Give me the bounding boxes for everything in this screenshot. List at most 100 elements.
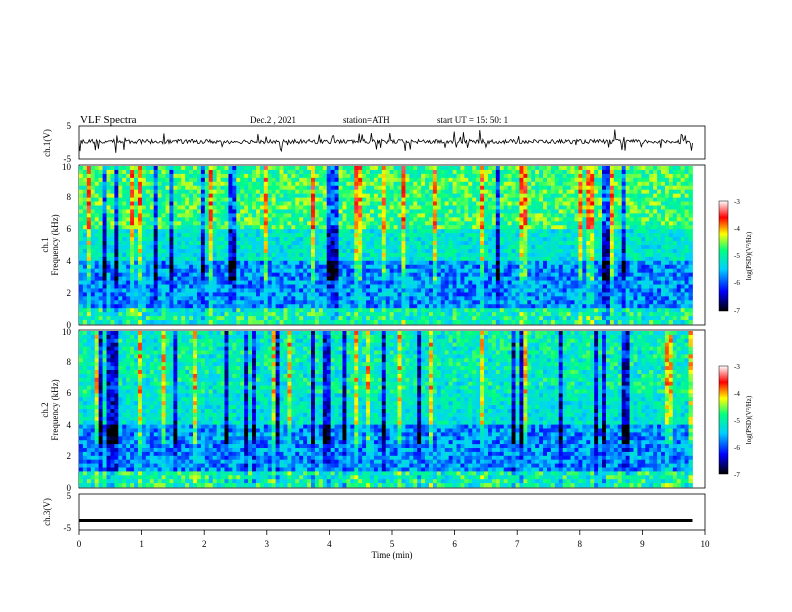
spectrogram-cell (299, 205, 304, 210)
spectrogram-cell (511, 173, 516, 179)
spectrogram-cell (448, 237, 453, 242)
spectrogram-cell (291, 260, 296, 266)
spectrogram-cell (373, 209, 379, 214)
spectrogram-cell (177, 217, 182, 222)
spectrogram-cell (295, 241, 300, 246)
spectrogram-cell (149, 177, 155, 183)
spectrogram-cell (515, 185, 520, 191)
spectrogram-cell (134, 300, 139, 305)
spectrogram-cell (236, 260, 241, 266)
spectrogram-cell (432, 320, 438, 325)
spectrogram-cell (106, 225, 111, 230)
spectrogram-cell (495, 272, 501, 277)
spectrogram-cell (82, 193, 88, 198)
spectrogram-cell (248, 264, 253, 270)
spectrogram-cell (554, 229, 560, 234)
spectrogram-cell (413, 193, 418, 198)
spectrogram-cell (370, 185, 375, 191)
spectrogram-cell (110, 225, 115, 230)
spectrogram-cell (236, 264, 241, 270)
spectrogram-cell (106, 209, 111, 214)
spectrogram-cell (389, 237, 394, 242)
spectrogram-cell (373, 173, 379, 179)
spectrogram-cell (452, 308, 457, 313)
spectrogram-cell (397, 304, 402, 309)
spectrogram-cell (271, 284, 277, 289)
spectrogram-cell (440, 280, 446, 285)
spectrogram-cell (299, 185, 304, 191)
spectrogram-cell (527, 308, 532, 313)
spectrogram-cell (425, 221, 430, 226)
spectrogram-cell (523, 221, 528, 226)
spectrogram-cell (208, 300, 214, 305)
spectrogram-cell (248, 241, 253, 246)
spectrogram-cell (153, 217, 159, 222)
spectrogram-cell (550, 272, 556, 277)
spectrogram-cell (255, 256, 261, 262)
spectrogram-cell (440, 256, 446, 262)
spectrogram-cell (472, 300, 477, 305)
spectrogram-cell (464, 320, 469, 325)
spectrogram-cell (177, 284, 182, 289)
spectrogram-cell (499, 237, 505, 242)
spectrogram-cell (393, 189, 398, 195)
spectrogram-cell (177, 256, 182, 262)
spectrogram-cell (314, 256, 320, 262)
spectrogram-cell (252, 308, 257, 313)
spectrogram-cell (354, 300, 359, 305)
spectrogram-cell (334, 256, 339, 262)
spectrogram-cell (82, 181, 88, 187)
spectrogram-cell (421, 268, 426, 274)
spectrogram-cell (149, 205, 155, 210)
spectrogram-cell (98, 217, 103, 222)
spectrogram-cell (334, 304, 339, 309)
spectrogram-cell (248, 189, 253, 195)
spectrogram-cell (181, 169, 186, 175)
spectrogram-cell (236, 166, 241, 171)
spectrogram-cell (283, 296, 288, 301)
spectrogram-cell (460, 248, 465, 254)
spectrogram-cell (472, 225, 477, 230)
spectrogram-cell (468, 166, 473, 171)
spectrogram-cell (358, 181, 363, 187)
spectrogram-cell (263, 205, 269, 210)
spectrogram-cell (523, 248, 528, 254)
spectrogram-cell (130, 280, 135, 285)
spectrogram-cell (330, 189, 336, 195)
spectrogram-cell (216, 201, 221, 206)
spectrogram-cell (244, 292, 249, 297)
spectrogram-cell (236, 245, 241, 250)
spectrogram-cell (334, 292, 339, 297)
spectrogram-cell (86, 205, 92, 210)
spectrogram-cell (212, 288, 218, 293)
spectrogram-cell (543, 213, 548, 218)
spectrogram-cell (165, 209, 170, 214)
spectrogram-cell (141, 276, 147, 281)
spectrogram-cell (480, 169, 485, 175)
spectrogram-cell (86, 237, 92, 242)
spectrogram-cell (322, 308, 328, 313)
spectrogram-cell (224, 237, 229, 242)
spectrogram-cell (511, 280, 516, 285)
spectrogram-cell (389, 260, 394, 266)
spectrogram-cell (94, 205, 100, 210)
spectrogram-cell (181, 320, 186, 325)
spectrogram-cell (472, 260, 477, 266)
spectrogram-cell (326, 193, 332, 198)
spectrogram-cell (110, 181, 115, 187)
spectrogram-cell (401, 229, 406, 234)
spectrogram-cell (334, 221, 339, 226)
spectrogram-cell (110, 316, 115, 321)
spectrogram-cell (114, 245, 119, 250)
spectrogram-cell (539, 237, 544, 242)
spectrogram-cell (535, 304, 540, 309)
spectrogram-cell (110, 209, 115, 214)
spectrogram-cell (200, 276, 206, 281)
spectrogram-cell (122, 264, 127, 270)
spectrogram-cell (307, 201, 312, 206)
spectrogram-cell (409, 205, 414, 210)
spectrogram-cell (110, 241, 115, 246)
spectrogram-cell (507, 169, 512, 175)
spectrogram-cell (196, 201, 202, 206)
spectrogram-cell (82, 201, 88, 206)
